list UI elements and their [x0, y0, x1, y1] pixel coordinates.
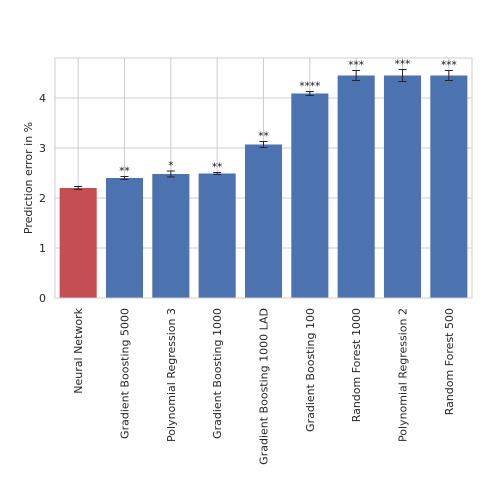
significance-label: **** [299, 81, 320, 93]
x-axis-ticks: Neural Network Gradient Boosting 5000 Poly… [72, 307, 456, 464]
x-tick-label: Gradient Boosting 100 [304, 308, 317, 432]
significance-label: * [168, 160, 173, 172]
significance-label: *** [395, 59, 411, 71]
bar [152, 174, 190, 298]
bar [198, 173, 236, 298]
y-axis-title: Prediction error in % [22, 122, 35, 234]
significance-labels: ** * *********** *** *** [119, 59, 456, 178]
bar [430, 75, 468, 298]
bars [59, 75, 468, 298]
significance-label: ** [212, 162, 223, 174]
x-tick-label: Gradient Boosting 1000 LAD [258, 308, 271, 465]
bar [105, 178, 144, 298]
significance-label: *** [441, 60, 457, 72]
x-tick-label: Polynomial Regression 3 [165, 308, 178, 442]
y-tick-label: 0 [39, 292, 46, 305]
bar [244, 144, 283, 298]
plot-frame [54, 57, 473, 299]
y-tick-label: 1 [39, 242, 46, 255]
x-tick-label: Neural Network [72, 307, 85, 393]
bar [383, 75, 422, 298]
bar [337, 75, 375, 298]
x-tick-label: Gradient Boosting 5000 [119, 308, 132, 439]
x-tick-label: Polynomial Regression 2 [397, 308, 410, 442]
y-tick-label: 2 [39, 192, 46, 205]
bar [291, 93, 329, 298]
bar [59, 188, 97, 298]
y-axis-ticks: 0 1 2 3 4 [39, 92, 46, 305]
y-tick-label: 3 [39, 142, 46, 155]
x-tick-label: Gradient Boosting 1000 [211, 308, 224, 439]
y-tick-label: 4 [39, 92, 46, 105]
significance-label: ** [119, 166, 130, 178]
significance-label: *** [348, 60, 364, 72]
x-tick-label: Random Forest 1000 [350, 308, 363, 422]
significance-label: ** [258, 131, 269, 143]
error-bars [74, 69, 453, 190]
x-tick-label: Random Forest 500 [443, 308, 456, 415]
